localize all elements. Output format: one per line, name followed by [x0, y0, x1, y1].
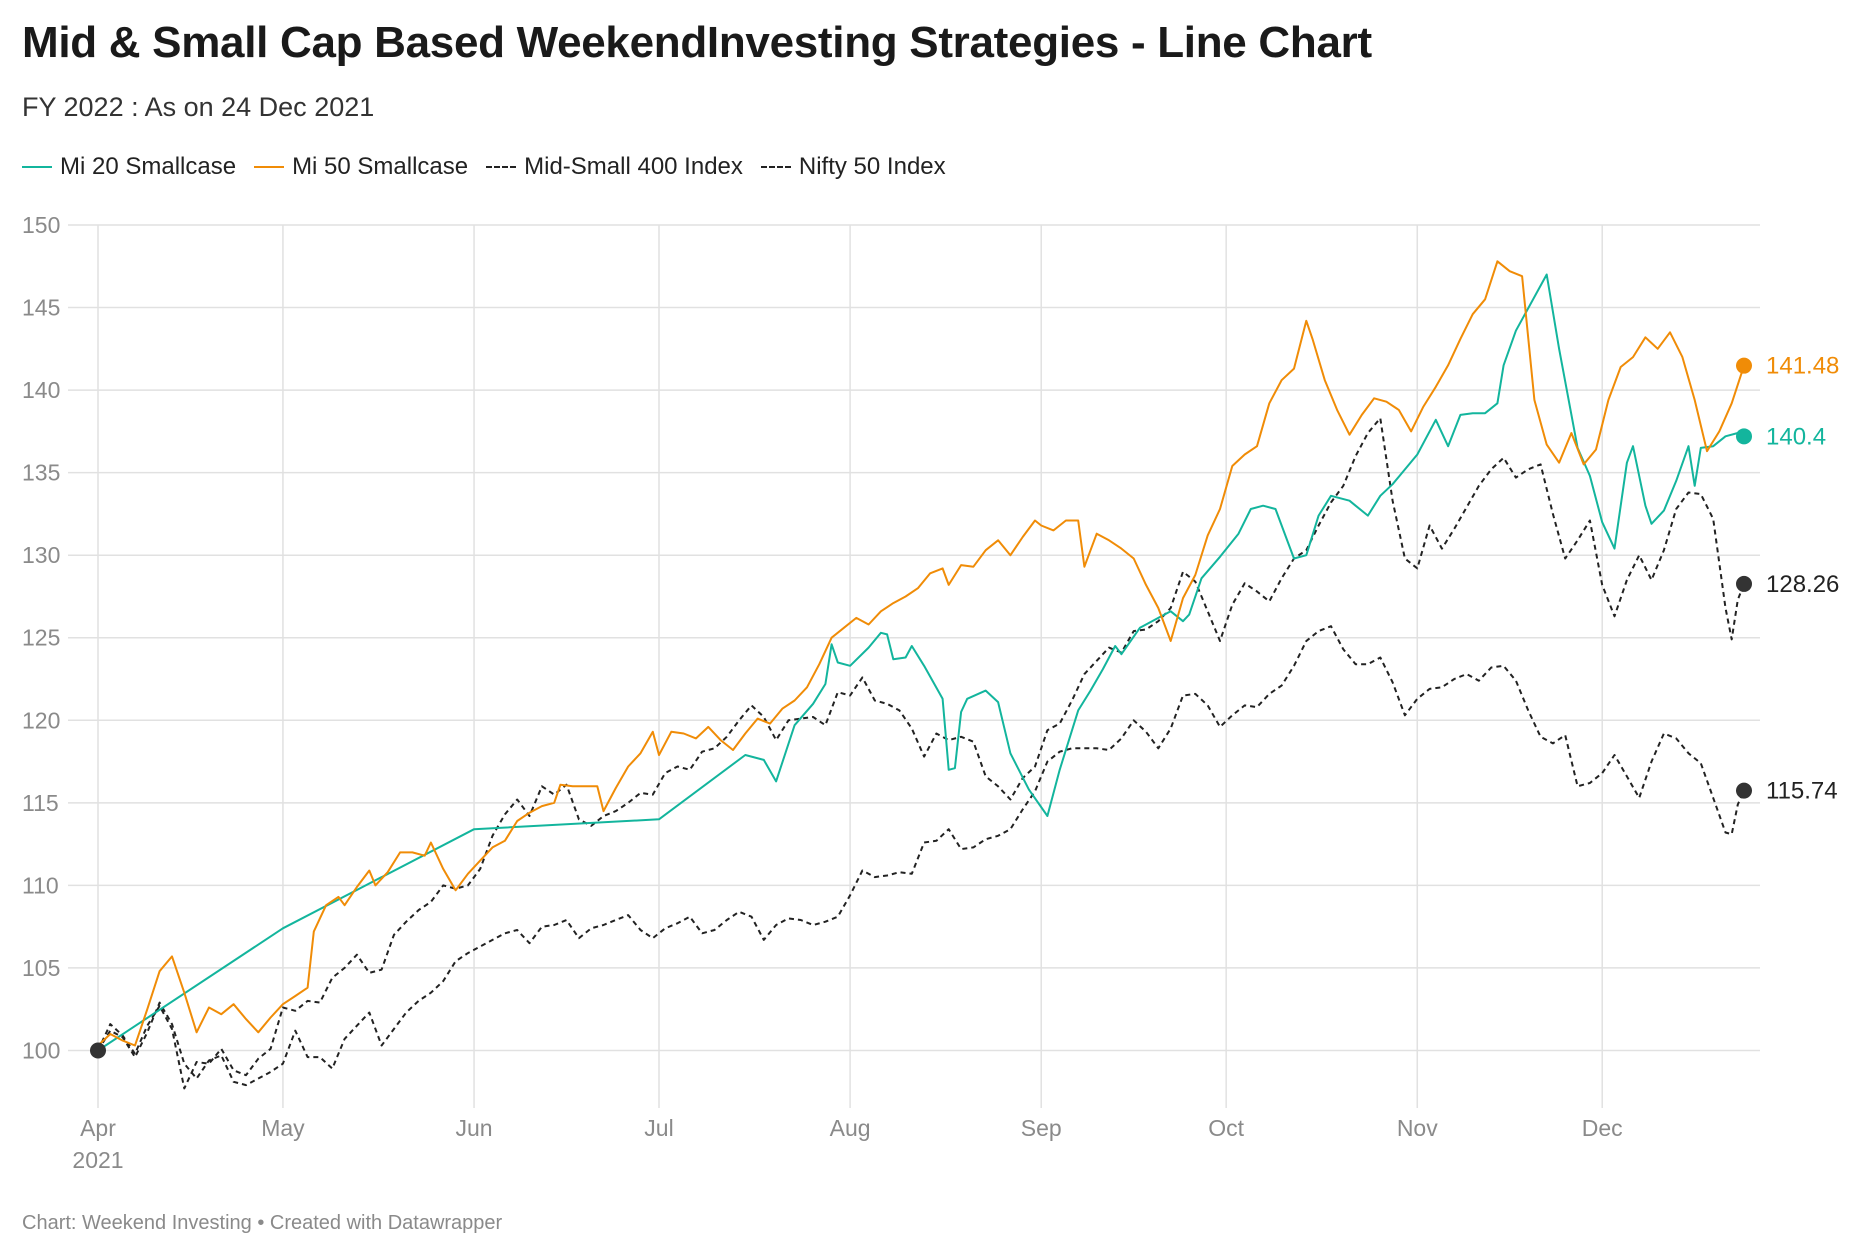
- y-tick-label: 145: [22, 295, 60, 321]
- x-tick-label: Nov: [1397, 1115, 1438, 1141]
- series-line-nifty-50-index: [97, 625, 1745, 1087]
- end-label-nifty-50-index: 115.74: [1766, 778, 1838, 805]
- legend-swatch-midsmall: [486, 166, 517, 168]
- legend-swatch-nifty: [760, 166, 791, 168]
- legend-item-mi20: Mi 20 Smallcase: [22, 153, 236, 181]
- chart-legend: Mi 20 Smallcase Mi 50 Smallcase Mid-Smal…: [22, 153, 964, 181]
- x-tick-label: Dec: [1582, 1115, 1623, 1141]
- end-label-mi-50-smallcase: 141.48: [1766, 353, 1839, 380]
- grid-layer: [68, 224, 1760, 1108]
- x-tick-label: Oct: [1208, 1115, 1244, 1141]
- y-tick-label: 150: [22, 212, 60, 238]
- legend-label-nifty: Nifty 50 Index: [798, 153, 946, 180]
- series-line-mi-50-smallcase: [97, 260, 1745, 1047]
- series-line-mi-20-smallcase: [97, 273, 1745, 1052]
- y-tick-label: 135: [22, 460, 60, 486]
- x-tick-label: Jul: [644, 1115, 673, 1141]
- marker-layer: [90, 357, 1752, 1059]
- y-tick-label: 120: [22, 707, 60, 733]
- end-marker-mid-small-400-index: [1736, 575, 1752, 592]
- chart-title: Mid & Small Cap Based WeekendInvesting S…: [22, 18, 1372, 67]
- y-tick-label: 130: [22, 542, 60, 568]
- legend-swatch-mi20: [22, 166, 52, 168]
- y-tick-label: 100: [22, 1037, 60, 1063]
- start-marker: [90, 1042, 106, 1059]
- chart-subtitle: FY 2022 : As on 24 Dec 2021: [22, 92, 375, 122]
- x-tick-sublabel: 2021: [72, 1147, 123, 1173]
- legend-label-midsmall: Mid-Small 400 Index: [524, 153, 743, 180]
- chart-footer: Chart: Weekend Investing • Created with …: [22, 1212, 503, 1234]
- legend-item-midsmall: Mid-Small 400 Index: [486, 153, 743, 181]
- x-tick-label: Sep: [1021, 1115, 1062, 1141]
- end-label-mi-20-smallcase: 140.4: [1766, 423, 1826, 450]
- x-tick-label: Jun: [456, 1115, 493, 1141]
- series-layer: [97, 260, 1745, 1090]
- y-tick-label: 115: [22, 790, 59, 816]
- y-tick-label: 140: [22, 377, 60, 403]
- end-marker-nifty-50-index: [1736, 782, 1752, 799]
- legend-swatch-mi50: [254, 166, 285, 168]
- y-tick-label: 110: [22, 872, 59, 898]
- x-tick-label: Apr: [80, 1115, 116, 1141]
- label-layer: 100 105 110 115 120 125 130 135 140 145 150 Apr 2021…: [22, 212, 1839, 1173]
- series-line-mid-small-400-index: [97, 417, 1745, 1090]
- end-marker-mi-20-smallcase: [1736, 428, 1752, 445]
- end-marker-mi-50-smallcase: [1736, 357, 1752, 374]
- x-tick-label: Aug: [830, 1115, 871, 1141]
- end-label-mid-small-400-index: 128.26: [1766, 571, 1839, 598]
- legend-item-nifty: Nifty 50 Index: [760, 153, 946, 181]
- y-tick-label: 125: [22, 625, 60, 651]
- legend-item-mi50: Mi 50 Smallcase: [254, 153, 468, 181]
- y-tick-label: 105: [22, 955, 60, 981]
- legend-label-mi50: Mi 50 Smallcase: [292, 153, 469, 180]
- x-tick-label: May: [261, 1115, 305, 1141]
- legend-label-mi20: Mi 20 Smallcase: [60, 153, 237, 180]
